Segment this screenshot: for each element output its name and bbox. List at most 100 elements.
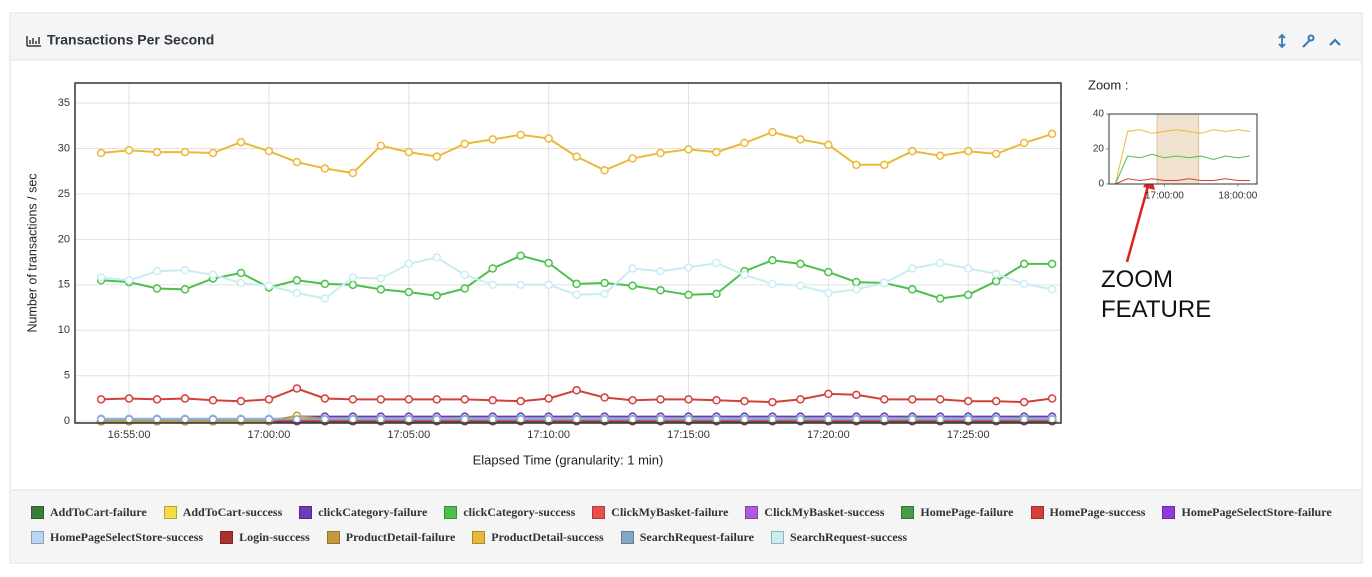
data-point: [348, 280, 358, 290]
data-point: [516, 396, 525, 406]
data-point: [1047, 394, 1057, 403]
data-point: [852, 277, 861, 287]
x-tick-label: 17:25:00: [947, 429, 990, 441]
data-point: [991, 149, 1001, 159]
x-tick-label: 17:15:00: [667, 429, 710, 441]
x-tick-label: 17:00:00: [1145, 191, 1184, 202]
data-point: [488, 264, 497, 273]
data-point: [908, 395, 917, 404]
data-point: [460, 270, 469, 280]
data-point: [348, 273, 358, 282]
data-point: [1047, 285, 1057, 294]
legend-item[interactable]: AddToCart-failure: [31, 500, 147, 525]
data-point: [628, 396, 637, 405]
data-point: [1019, 397, 1029, 407]
legend-item[interactable]: ClickMyBasket-failure: [592, 500, 728, 525]
data-point: [264, 415, 274, 424]
data-point: [572, 415, 581, 424]
data-point: [768, 256, 777, 265]
collapse-button[interactable]: [1329, 38, 1341, 46]
data-point: [740, 138, 749, 148]
legend-swatch: [444, 506, 458, 519]
legend-bg: [11, 490, 1361, 562]
data-point: [180, 285, 190, 294]
data-point: [963, 146, 973, 156]
data-point: [880, 395, 889, 404]
data-point: [712, 147, 721, 157]
legend-item[interactable]: clickCategory-success: [444, 500, 575, 525]
legend-label: ClickMyBasket-failure: [611, 505, 729, 519]
data-point: [768, 279, 777, 289]
data-point: [572, 279, 581, 289]
y-tick-label: 35: [58, 97, 70, 109]
legend-label: clickCategory-success: [463, 505, 576, 519]
data-point: [292, 415, 302, 424]
data-point: [376, 395, 386, 404]
data-point: [460, 139, 469, 149]
data-point: [152, 415, 162, 424]
data-point: [180, 415, 190, 424]
zoom-selection[interactable]: [1156, 113, 1200, 185]
legend-item[interactable]: ProductDetail-success: [472, 525, 604, 550]
legend-item[interactable]: AddToCart-success: [163, 500, 283, 525]
data-point: [96, 148, 106, 158]
data-point: [852, 415, 861, 424]
data-point: [852, 160, 861, 170]
data-point: [824, 267, 833, 277]
legend-item[interactable]: Login-success: [220, 525, 310, 550]
data-point: [880, 415, 889, 424]
data-point: [348, 415, 358, 424]
data-point: [656, 395, 665, 404]
legend-item[interactable]: SearchRequest-success: [770, 525, 907, 550]
legend-item[interactable]: ProductDetail-failure: [326, 525, 455, 550]
legend-swatch: [299, 506, 313, 519]
legend-swatch: [326, 531, 340, 544]
data-point: [264, 281, 274, 290]
data-point: [152, 147, 162, 157]
data-point: [712, 258, 721, 268]
legend-label: AddToCart-failure: [50, 505, 147, 519]
legend-item[interactable]: HomePageSelectStore-failure: [1162, 500, 1332, 525]
legend-label: AddToCart-success: [182, 505, 283, 519]
y-tick-label: 25: [58, 188, 70, 200]
legend-swatch: [745, 506, 759, 519]
data-point: [292, 384, 302, 393]
legend-item[interactable]: clickCategory-failure: [299, 500, 427, 525]
data-point: [404, 259, 414, 269]
data-point: [404, 395, 414, 404]
legend-swatch: [1162, 506, 1176, 519]
data-point: [656, 266, 665, 276]
legend-item[interactable]: SearchRequest-failure: [620, 525, 754, 550]
data-point: [236, 396, 246, 406]
legend-swatch: [901, 506, 915, 519]
data-point: [376, 274, 386, 283]
data-point: [712, 396, 721, 405]
legend-item[interactable]: HomePage-success: [1030, 500, 1145, 525]
legend-swatch: [620, 531, 634, 544]
resize-button[interactable]: [1278, 33, 1286, 49]
data-point: [852, 390, 861, 400]
data-point: [152, 284, 162, 293]
legend-item[interactable]: HomePage-failure: [901, 500, 1014, 525]
legend-label: ProductDetail-success: [491, 530, 604, 544]
data-point: [936, 258, 945, 268]
data-point: [684, 145, 693, 154]
data-point: [432, 152, 442, 161]
data-point: [824, 389, 833, 399]
data-point: [180, 394, 190, 403]
legend-item[interactable]: HomePageSelectStore-success: [31, 525, 203, 550]
data-point: [544, 415, 553, 424]
data-point: [208, 148, 218, 158]
annotation: ZOOM FEATURE: [1101, 266, 1212, 323]
y-tick-label: 0: [1098, 179, 1104, 190]
data-point: [991, 415, 1001, 424]
data-point: [320, 394, 330, 403]
data-point: [544, 394, 553, 403]
settings-button[interactable]: [1302, 34, 1315, 48]
data-point: [236, 415, 246, 424]
data-point: [516, 130, 525, 140]
legend-item[interactable]: ClickMyBasket-success: [745, 500, 884, 525]
data-point: [488, 280, 497, 290]
data-point: [96, 273, 106, 282]
data-point: [124, 276, 134, 285]
